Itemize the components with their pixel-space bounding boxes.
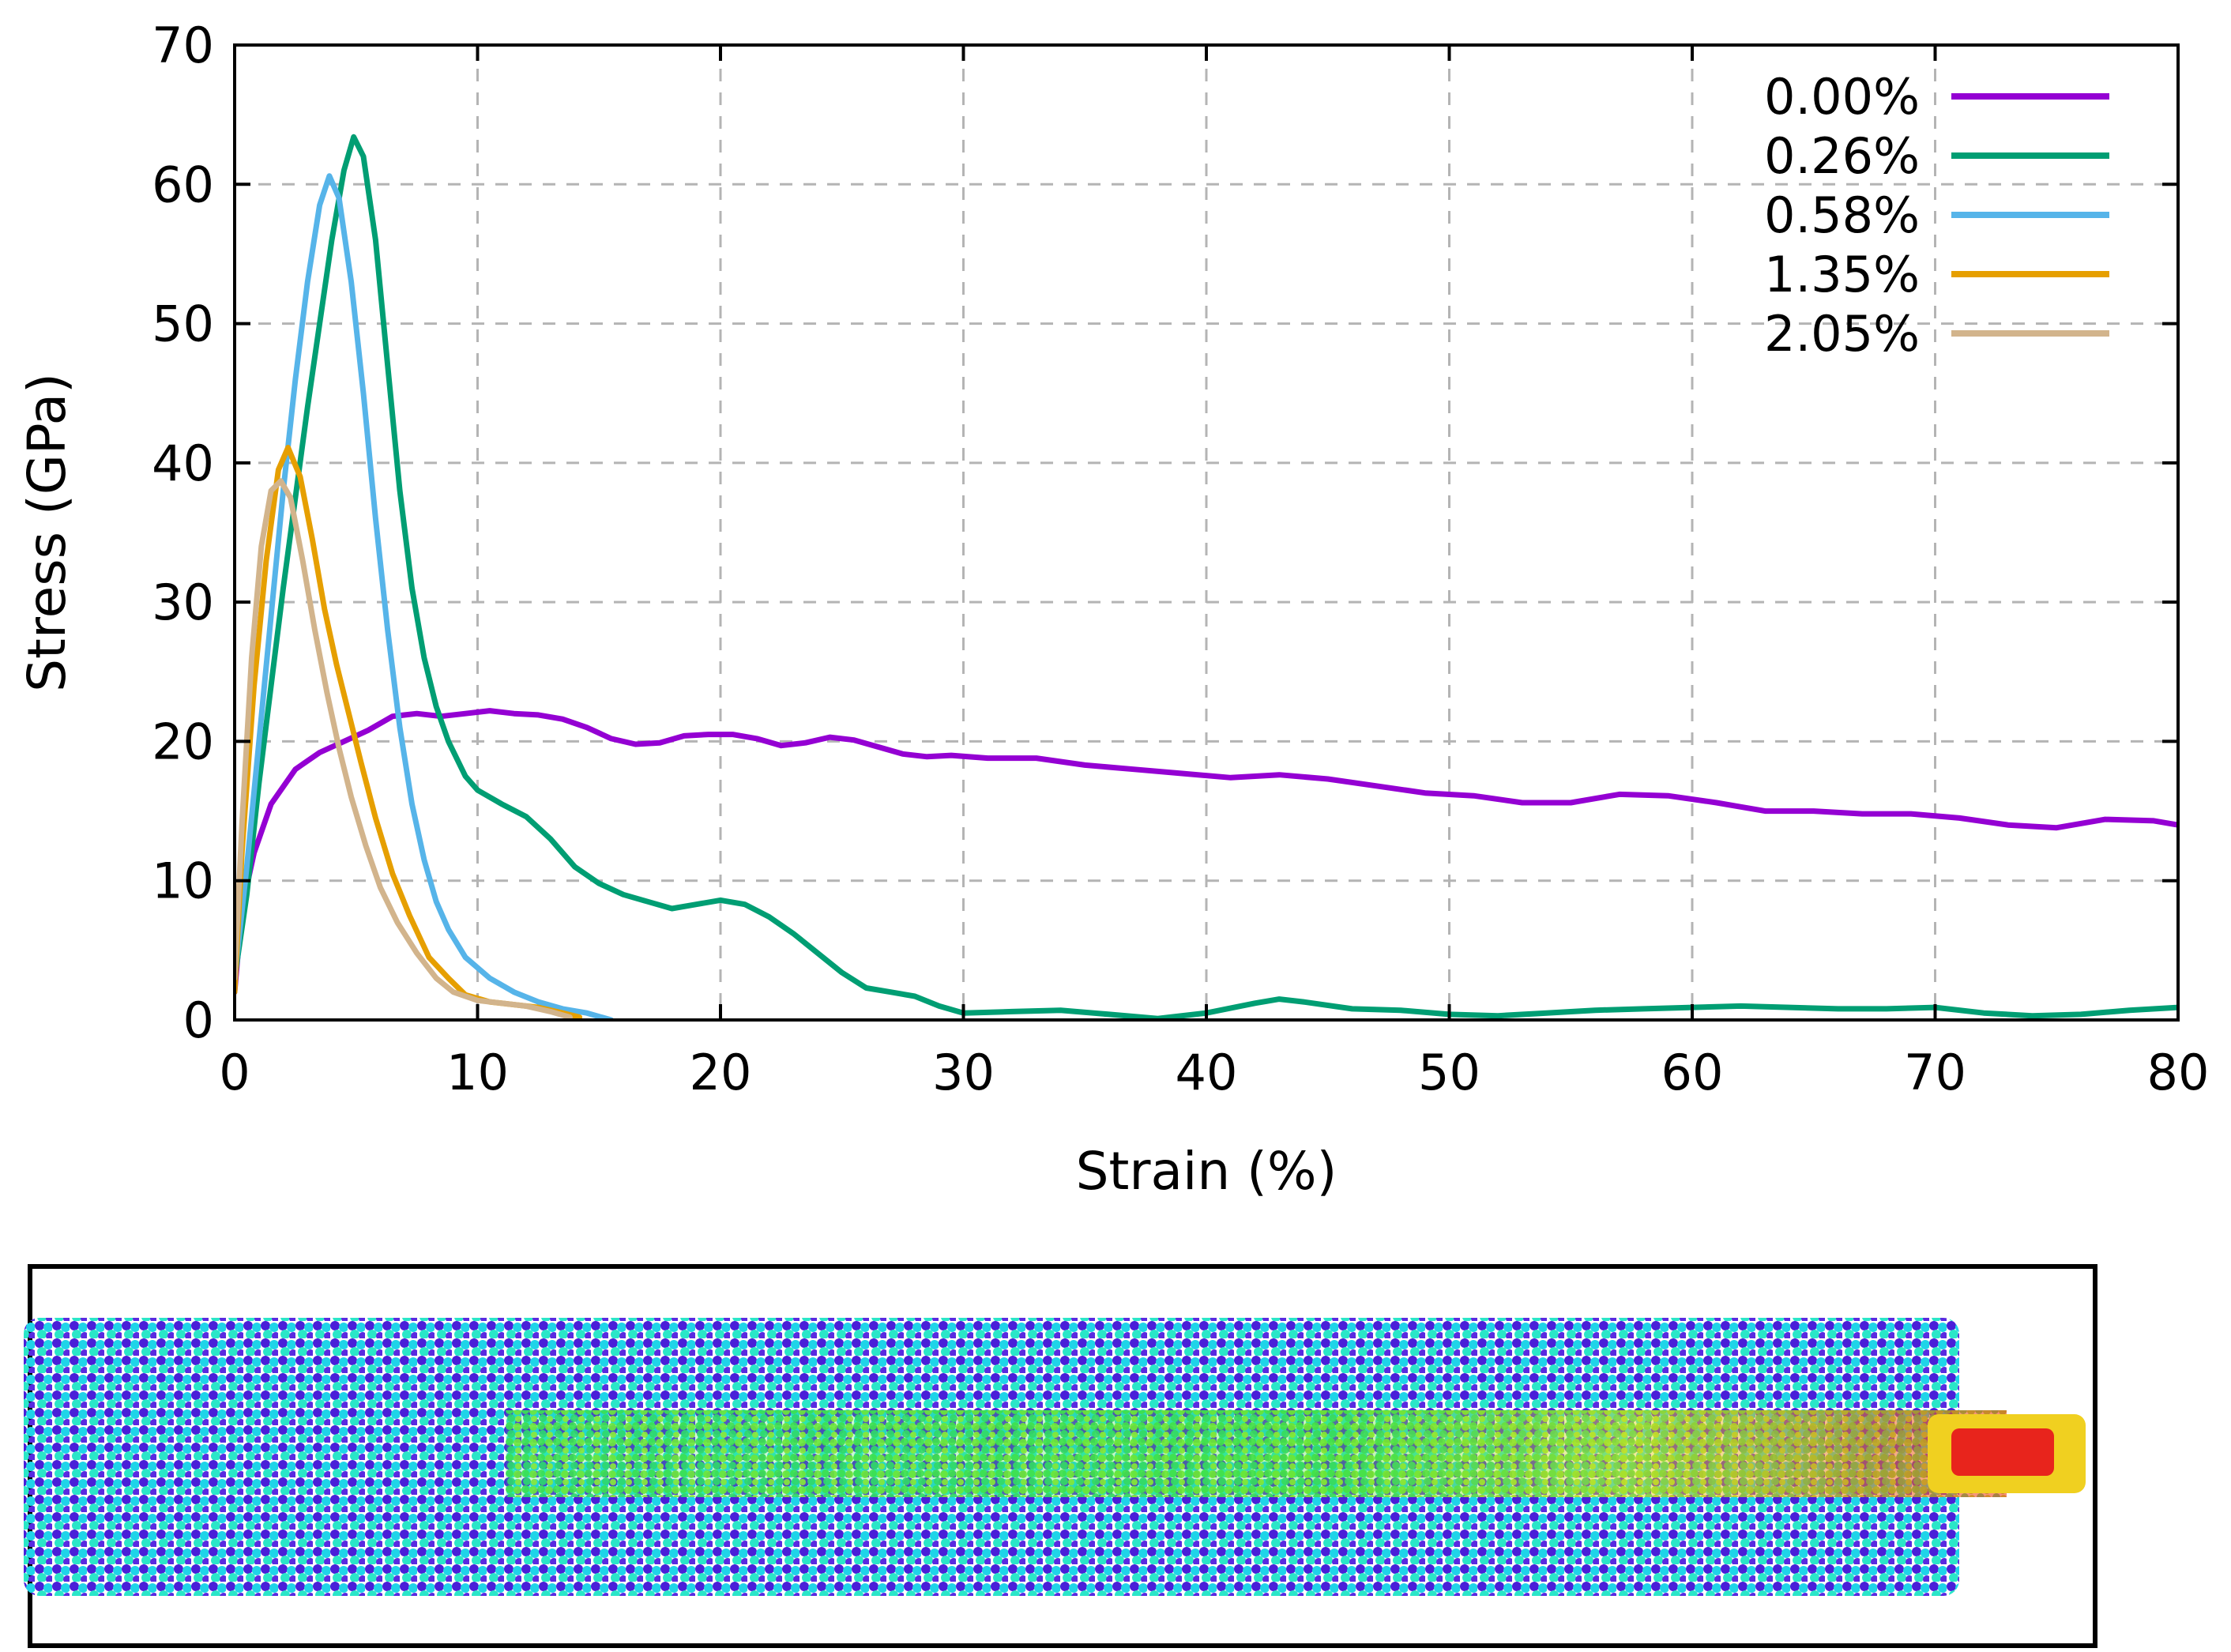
y-tick-label: 0 — [183, 992, 214, 1049]
x-tick-label: 40 — [1176, 1044, 1238, 1101]
x-tick-label: 10 — [446, 1044, 509, 1101]
legend-label: 1.35% — [1764, 246, 1920, 303]
y-tick-label: 70 — [152, 17, 214, 74]
x-axis-title: Strain (%) — [1076, 1141, 1337, 1202]
x-tick-label: 60 — [1661, 1044, 1724, 1101]
legend-label: 0.26% — [1764, 127, 1920, 185]
ticks — [233, 43, 2180, 1022]
x-tick-label: 30 — [932, 1044, 995, 1101]
y-tick-label: 10 — [152, 852, 214, 910]
nanowire-core-heat — [506, 1410, 2007, 1497]
y-tick-label: 40 — [152, 435, 214, 492]
series-group — [235, 134, 2178, 1020]
y-tick-label: 20 — [152, 713, 214, 770]
legend-label: 2.05% — [1764, 305, 1920, 363]
y-tick-label: 30 — [152, 574, 214, 631]
series-line-000 — [235, 708, 2178, 995]
grid — [235, 45, 2178, 1020]
y-tick-label: 50 — [152, 295, 214, 353]
series-line-205 — [235, 478, 573, 1020]
x-tick-label: 80 — [2147, 1044, 2210, 1101]
nanowire-hot-spot — [1951, 1428, 2054, 1476]
series-line-026 — [235, 134, 2178, 1020]
y-axis-title: Stress (GPa) — [17, 373, 77, 692]
legend-label: 0.00% — [1764, 68, 1920, 126]
series-line-058 — [235, 173, 615, 1020]
y-tick-label: 60 — [152, 156, 214, 213]
x-tick-label: 70 — [1904, 1044, 1966, 1101]
x-tick-label: 0 — [219, 1044, 250, 1101]
atomistic-snapshot — [24, 1264, 2097, 1648]
legend-label: 0.58% — [1764, 186, 1920, 244]
tick-labels: 0 10 20 30 40 50 60 70 80 0 10 20 30 40 50 60 70 — [152, 17, 2209, 1101]
x-tick-label: 20 — [690, 1044, 752, 1101]
legend: 0.00%0.26%0.58%1.35%2.05% — [1764, 68, 2109, 363]
x-tick-label: 50 — [1418, 1044, 1480, 1101]
